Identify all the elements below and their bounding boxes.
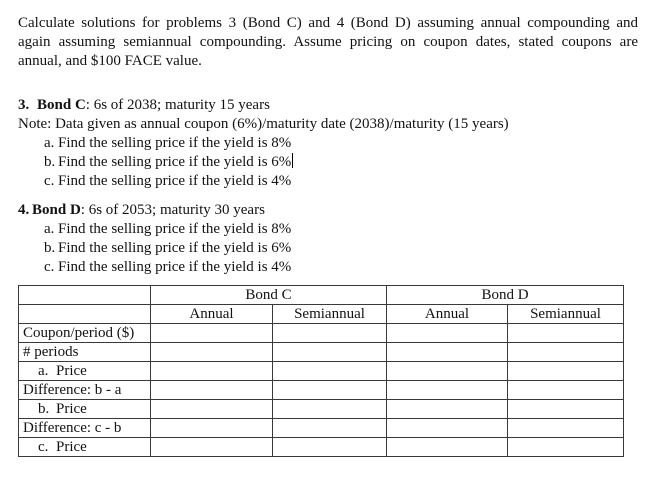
row-label-letter: a.	[38, 363, 49, 379]
empty-cell[interactable]	[507, 418, 625, 438]
problem-4-section: 4. Bond D: 6s of 2053; maturity 30 years …	[18, 201, 637, 277]
empty-cell[interactable]	[386, 323, 509, 343]
empty-cell[interactable]	[386, 399, 509, 419]
problem-3-section: 3. Bond C: 6s of 2038; maturity 15 years …	[18, 96, 637, 191]
empty-cell[interactable]	[271, 361, 388, 381]
empty-cell[interactable]	[150, 380, 273, 400]
empty-cell[interactable]	[507, 361, 625, 381]
problem-4-number: 4.	[18, 202, 30, 218]
problem-3-subtitle: : 6s of 2038; maturity 15 years	[85, 97, 270, 113]
empty-cell[interactable]	[386, 380, 509, 400]
empty-cell[interactable]	[386, 342, 509, 362]
empty-cell[interactable]	[150, 323, 273, 343]
corner-cell	[18, 285, 151, 305]
bond-d-group-header: Bond D	[386, 285, 625, 305]
table-row: Difference: c - b	[18, 418, 625, 438]
row-label-letter: c.	[38, 439, 49, 455]
column-header-bond-c-annual: Annual	[150, 304, 273, 324]
empty-cell[interactable]	[271, 323, 388, 343]
list-item: c. Find the selling price if the yield is…	[44, 172, 637, 191]
empty-cell[interactable]	[507, 437, 625, 457]
empty-cell[interactable]	[150, 361, 273, 381]
row-label-coupon-per-period: Coupon/period ($)	[18, 323, 151, 343]
empty-cell[interactable]	[271, 437, 388, 457]
bond-c-group-header: Bond C	[149, 285, 388, 305]
table-row: Coupon/period ($)	[18, 323, 625, 343]
empty-cell[interactable]	[271, 418, 388, 438]
list-item-text: Find the selling price if the yield is 6…	[58, 240, 292, 256]
intro-line: again assuming semiannual compounding. A…	[18, 34, 638, 50]
empty-cell[interactable]	[507, 399, 625, 419]
corner-cell	[18, 304, 151, 324]
intro-paragraph: Calculate solutions for problems 3 (Bond…	[18, 14, 638, 71]
row-label-difference-b-a: Difference: b - a	[18, 380, 151, 400]
empty-cell[interactable]	[150, 418, 273, 438]
problem-3-title: Bond C	[37, 97, 86, 113]
list-item-letter: a.	[44, 221, 55, 237]
text-cursor-caret	[292, 153, 294, 168]
column-header-bond-d-annual: Annual	[386, 304, 509, 324]
row-label-b-price: b. Price	[18, 399, 151, 419]
list-item-text: Find the selling price if the yield is 4…	[58, 259, 292, 275]
table-row: b. Price	[18, 399, 625, 419]
list-item-text: Find the selling price if the yield is 8…	[58, 221, 292, 237]
list-item-text: Find the selling price if the yield is 6…	[58, 154, 292, 170]
table-row: c. Price	[18, 437, 625, 457]
row-label-text: Price	[56, 401, 87, 417]
list-item: c. Find the selling price if the yield is…	[44, 258, 637, 277]
list-item-text: Find the selling price if the yield is 4…	[58, 173, 292, 189]
problem-4-subtitle: : 6s of 2053; maturity 30 years	[80, 202, 265, 218]
empty-cell[interactable]	[507, 323, 625, 343]
list-item: a. Find the selling price if the yield is…	[44, 220, 637, 239]
problem-3-heading: 3. Bond C: 6s of 2038; maturity 15 years	[18, 96, 637, 115]
list-item-letter: b.	[44, 240, 56, 256]
problem-3-note: Note: Data given as annual coupon (6%)/m…	[18, 116, 509, 132]
row-label-text: Price	[56, 363, 87, 379]
list-item-text: Find the selling price if the yield is 8…	[58, 135, 292, 151]
list-item-letter: c.	[44, 259, 55, 275]
row-label-a-price: a. Price	[18, 361, 151, 381]
row-label-difference-c-b: Difference: c - b	[18, 418, 151, 438]
table-row: Difference: b - a	[18, 380, 625, 400]
list-item-letter: b.	[44, 154, 56, 170]
row-label-letter: b.	[38, 401, 50, 417]
table-row: # periods	[18, 342, 625, 362]
problem-3-number: 3.	[18, 97, 30, 113]
empty-cell[interactable]	[386, 361, 509, 381]
empty-cell[interactable]	[150, 342, 273, 362]
empty-cell[interactable]	[271, 399, 388, 419]
row-label-num-periods: # periods	[18, 342, 151, 362]
problem-4-title: Bond D	[32, 202, 81, 218]
empty-cell[interactable]	[507, 380, 625, 400]
list-item: a. Find the selling price if the yield is…	[44, 134, 637, 153]
empty-cell[interactable]	[271, 342, 388, 362]
empty-cell[interactable]	[507, 342, 625, 362]
empty-cell[interactable]	[150, 399, 273, 419]
problem-4-heading: 4. Bond D: 6s of 2053; maturity 30 years	[18, 201, 637, 220]
bond-pricing-table: Bond C Bond D Annual Semiannual Annual S…	[18, 285, 625, 457]
table-group-header-row: Bond C Bond D	[18, 285, 625, 305]
list-item: b. Find the selling price if the yield is…	[44, 153, 637, 172]
column-header-bond-c-semiannual: Semiannual	[271, 304, 388, 324]
column-header-bond-d-semiannual: Semiannual	[507, 304, 625, 324]
row-label-text: Price	[56, 439, 87, 455]
empty-cell[interactable]	[150, 437, 273, 457]
list-item-letter: a.	[44, 135, 55, 151]
intro-line: annual, and $100 FACE value.	[18, 53, 202, 69]
empty-cell[interactable]	[386, 437, 509, 457]
table-row: a. Price	[18, 361, 625, 381]
intro-line: Calculate solutions for problems 3 (Bond…	[18, 15, 638, 31]
empty-cell[interactable]	[271, 380, 388, 400]
list-item-letter: c.	[44, 173, 55, 189]
empty-cell[interactable]	[386, 418, 509, 438]
list-item: b. Find the selling price if the yield is…	[44, 239, 637, 258]
row-label-c-price: c. Price	[18, 437, 151, 457]
table-subheader-row: Annual Semiannual Annual Semiannual	[18, 304, 625, 324]
